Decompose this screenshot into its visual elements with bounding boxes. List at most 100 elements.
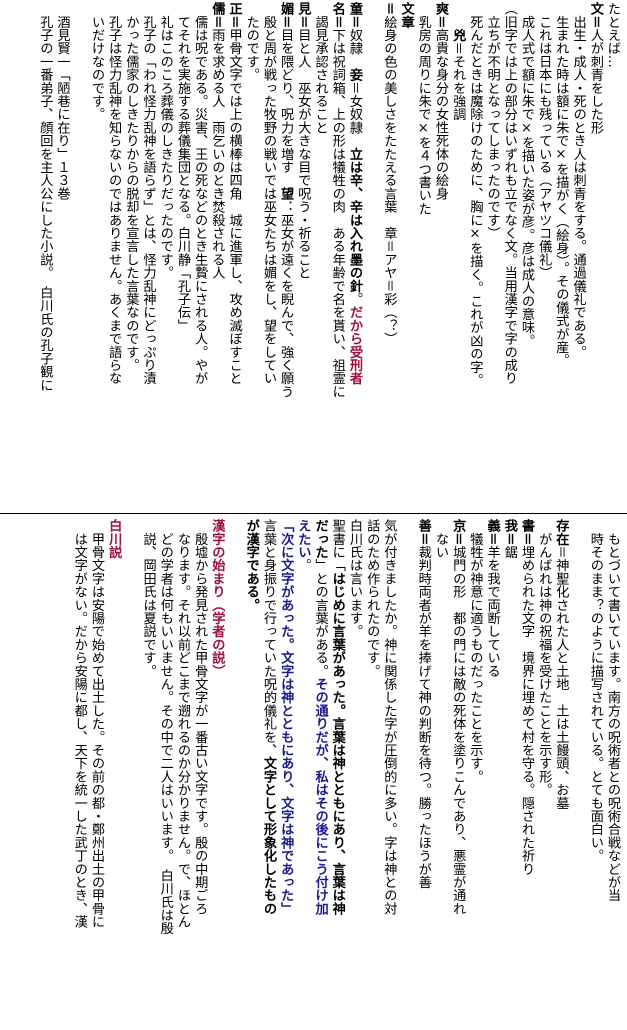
text-line: 言葉と身振りで行っていた呪的儀礼を、文字として形象化したもの bbox=[260, 519, 277, 1024]
text-line bbox=[569, 519, 586, 1024]
text-segment: 目を隈どり、呪力を増す bbox=[278, 28, 294, 187]
text-segment: 見＝ bbox=[295, 2, 311, 29]
text-segment: 孔子の一番弟子、顔回を主人公にした小説。 白川氏の孔子観に bbox=[37, 2, 53, 392]
text-line: 時そのまま？のように描写されている。とても面白い。 bbox=[587, 519, 604, 1024]
text-segment: 」との言葉がある。 bbox=[312, 558, 328, 678]
text-segment: 我＝ bbox=[501, 519, 517, 546]
text-segment: 死んだときは魔除けのために、胸に×を描く。これが凶の字。 bbox=[467, 2, 483, 387]
text-segment: 気が付きましたか。神に関係した字が圧倒的に多い。字は神との対 bbox=[381, 519, 397, 915]
text-segment: 聖書に「 bbox=[329, 519, 345, 572]
text-segment: てそれを実施する葬儀集団となる。白川静「孔子伝」 bbox=[174, 2, 190, 332]
text-segment: たとえば… bbox=[605, 2, 620, 68]
text-line: てそれを実施する葬儀集団となる。白川静「孔子伝」 bbox=[174, 2, 191, 507]
text-line: （旧字では上の部分はいずれも立でなく文。当用漢字で字の成り bbox=[501, 2, 518, 507]
text-line bbox=[397, 519, 414, 1024]
text-segment: ない bbox=[432, 519, 448, 559]
text-line: 存在＝神聖化された人と土地 土は土饅頭、お墓 bbox=[552, 519, 569, 1024]
text-segment: たのです。 bbox=[243, 2, 259, 82]
text-line: 媚＝目を隈どり、呪力を増す 望：巫女が遠くを睨んで、強く願う bbox=[277, 2, 294, 507]
text-line: が漢字である。 bbox=[243, 519, 260, 1024]
text-segment: ＝女奴隷 bbox=[346, 81, 362, 148]
text-line: どの学者は何もいいません。その中で二人はいいます。 白川氏は殷 bbox=[157, 519, 174, 1024]
text-segment: 下は祝詞箱、上の形は犠牲の肉 ある年齢で名を貰い、祖霊に bbox=[329, 28, 345, 398]
text-segment: 兇 bbox=[450, 2, 466, 42]
text-segment: ＝ bbox=[381, 2, 397, 16]
text-line: 孔子の一番弟子、顔回を主人公にした小説。 白川氏の孔子観に bbox=[36, 2, 53, 507]
text-line bbox=[122, 519, 139, 1024]
text-segment: 埋められた文字 境界に埋めて村を守る。隠された祈り bbox=[519, 545, 534, 876]
text-segment: 媚＝ bbox=[278, 2, 294, 29]
text-segment: かった儒家のしきたりからの脱却を宣言した言葉なのです。 bbox=[123, 2, 139, 372]
text-segment: 妾 bbox=[346, 68, 362, 82]
text-segment: 「次に文字があった。文字は神とともにあり、文字は神であった」 bbox=[278, 519, 294, 915]
text-segment: えたい bbox=[295, 519, 311, 559]
text-segment: 酒見賢一「陋巷に在り」１３巻 bbox=[54, 2, 70, 200]
text-segment: 謁見承認されること bbox=[312, 2, 328, 134]
text-segment: 白川説 bbox=[106, 519, 122, 559]
text-segment: 。 bbox=[346, 292, 362, 306]
text-line: 善＝裁判時両者が羊を捧げて神の判断を待つ。勝ったほうが善 bbox=[415, 519, 432, 1024]
text-segment: 絵身の色の美しさをたたえる言葉 章＝アヤ＝彩（？） bbox=[381, 15, 397, 346]
text-segment: 文字として形象化したもの bbox=[260, 756, 276, 916]
text-line: 孔子の「われ怪力乱神を語らず」とは、怪力乱神にどっぷり漬 bbox=[139, 2, 156, 507]
text-line: 殷と周が戦った牧野の戦いでは巫女たちは媚をし、望をしてい bbox=[260, 2, 277, 507]
text-line: えたい。 bbox=[294, 519, 311, 1024]
text-segment: 鋸 bbox=[501, 545, 517, 559]
text-line: いだけなのです。 bbox=[88, 2, 105, 507]
text-segment: 生まれた時は額に朱で×を描がく（絵身）。その儀式が産。 bbox=[553, 2, 569, 367]
text-line: 白川説 bbox=[105, 519, 122, 1024]
text-segment: 京＝ bbox=[450, 519, 466, 546]
text-segment: 善＝ bbox=[415, 519, 431, 546]
text-segment: 言葉と身振りで行っていた呪的儀礼を、 bbox=[260, 519, 276, 757]
text-line: 成人式で額に朱で×を描いた姿が彦。彦は成人の意味。 bbox=[518, 2, 535, 507]
text-segment: 殷と周が戦った牧野の戦いでは巫女たちは媚をし、望をしてい bbox=[260, 2, 276, 385]
text-line: 甲骨文字は安陽で始めて出土した。その前の都・鄭州出土の甲骨に bbox=[88, 519, 105, 1024]
text-line: なります。それ以前どこまで遡れるのか分かりません。で、ほとん bbox=[174, 519, 191, 1024]
text-segment: 存在 bbox=[553, 519, 569, 546]
text-line: は文字がない。だから安陽に都し、天下を統一した武丁のとき、漢 bbox=[71, 519, 88, 1024]
text-segment: 乳房の周りに朱で×を４つ書いた bbox=[415, 2, 431, 215]
section-divider bbox=[0, 513, 627, 514]
text-line: 犠牲が神意に適うものだったことを示す。 bbox=[466, 519, 483, 1024]
text-line: 文章 bbox=[397, 2, 414, 507]
text-line: 死んだときは魔除けのために、胸に×を描く。これが凶の字。 bbox=[466, 2, 483, 507]
text-line: 儒は呪である。災害、王の死などのとき生贄にされる人。やが bbox=[191, 2, 208, 507]
text-segment: 奴隷 bbox=[346, 28, 362, 68]
text-line: 話のため作られたのです。 bbox=[363, 519, 380, 1024]
text-segment: 白川氏は言います。 bbox=[346, 519, 362, 638]
text-line: 京＝城門の形 都の門には敵の死体を塗りこんであり、悪霊が通れ bbox=[449, 519, 466, 1024]
text-line: 酒見賢一「陋巷に在り」１３巻 bbox=[53, 2, 70, 507]
text-line: 童＝奴隷 妾＝女奴隷 立は辛、辛は入れ墨の針。だから受刑者 bbox=[346, 2, 363, 507]
text-segment: 爽＝ bbox=[432, 2, 448, 29]
text-segment: 説、岡田氏は夏説です。 bbox=[140, 519, 156, 678]
text-line: 爽＝高貴な身分の女性死体の絵身 bbox=[432, 2, 449, 507]
text-line: 「次に文字があった。文字は神とともにあり、文字は神であった」 bbox=[277, 519, 294, 1024]
text-line: 謁見承認されること bbox=[311, 2, 328, 507]
text-line: 義＝羊を我で両断している bbox=[483, 519, 500, 1024]
text-line: もとづいて書いています。南方の呪術者との呪術合戦などが当 bbox=[604, 519, 621, 1024]
text-segment: 高貴な身分の女性死体の絵身 bbox=[432, 28, 448, 200]
text-segment: 出生・成人・死のとき人は刺青をする。通過儀礼である。 bbox=[570, 2, 586, 359]
text-line: 正＝甲骨文字では上の横棒は四角 城に進軍し、攻め滅ぼすこと bbox=[225, 2, 242, 507]
text-segment: 城門の形 都の門には敵の死体を塗りこんであり、悪霊が通れ bbox=[450, 545, 466, 915]
text-line: 気が付きましたか。神に関係した字が圧倒的に多い。字は神との対 bbox=[380, 519, 397, 1024]
text-line bbox=[71, 2, 88, 507]
text-segment: だから受刑者 bbox=[346, 305, 362, 385]
text-segment: 文章 bbox=[398, 2, 414, 29]
text-segment: （旧字では上の部分はいずれも立でなく文。当用漢字で字の成り bbox=[501, 2, 517, 385]
text-segment: が漢字である。 bbox=[243, 519, 259, 612]
text-segment: もとづいて書いています。南方の呪術者との呪術合戦などが当 bbox=[605, 519, 620, 902]
text-segment: 目と人 巫女が大きな目で呪う・祈ること bbox=[295, 28, 311, 280]
text-line: ない bbox=[432, 519, 449, 1024]
text-segment: 雨を求める人 雨乞いのとき焚殺される人 bbox=[209, 28, 225, 280]
text-segment: ：巫女が遠くを睨んで、強く願う bbox=[278, 200, 294, 398]
text-line bbox=[363, 2, 380, 507]
text-segment: 儒は呪である。災害、王の死などのとき生贄にされる人。やが bbox=[192, 2, 208, 385]
bottom-text-columns: もとづいて書いています。南方の呪術者との呪術合戦などが当 時そのまま？のように描… bbox=[71, 519, 621, 1024]
text-line: かった儒家のしきたりからの脱却を宣言した言葉なのです。 bbox=[122, 2, 139, 507]
text-line: 名＝下は祝詞箱、上の形は犠牲の肉 ある年齢で名を貰い、祖霊に bbox=[329, 2, 346, 507]
text-segment: 孔子の「われ怪力乱神を語らず」とは、怪力乱神にどっぷり漬 bbox=[140, 2, 156, 385]
text-segment: 礼はこのころ葬儀のしきたりだったのです。 bbox=[157, 2, 173, 280]
text-line: だった」との言葉がある。その通りだが、私はその後にこう付け加 bbox=[311, 519, 328, 1024]
text-line: 出生・成人・死のとき人は刺青をする。通過儀礼である。 bbox=[569, 2, 586, 507]
